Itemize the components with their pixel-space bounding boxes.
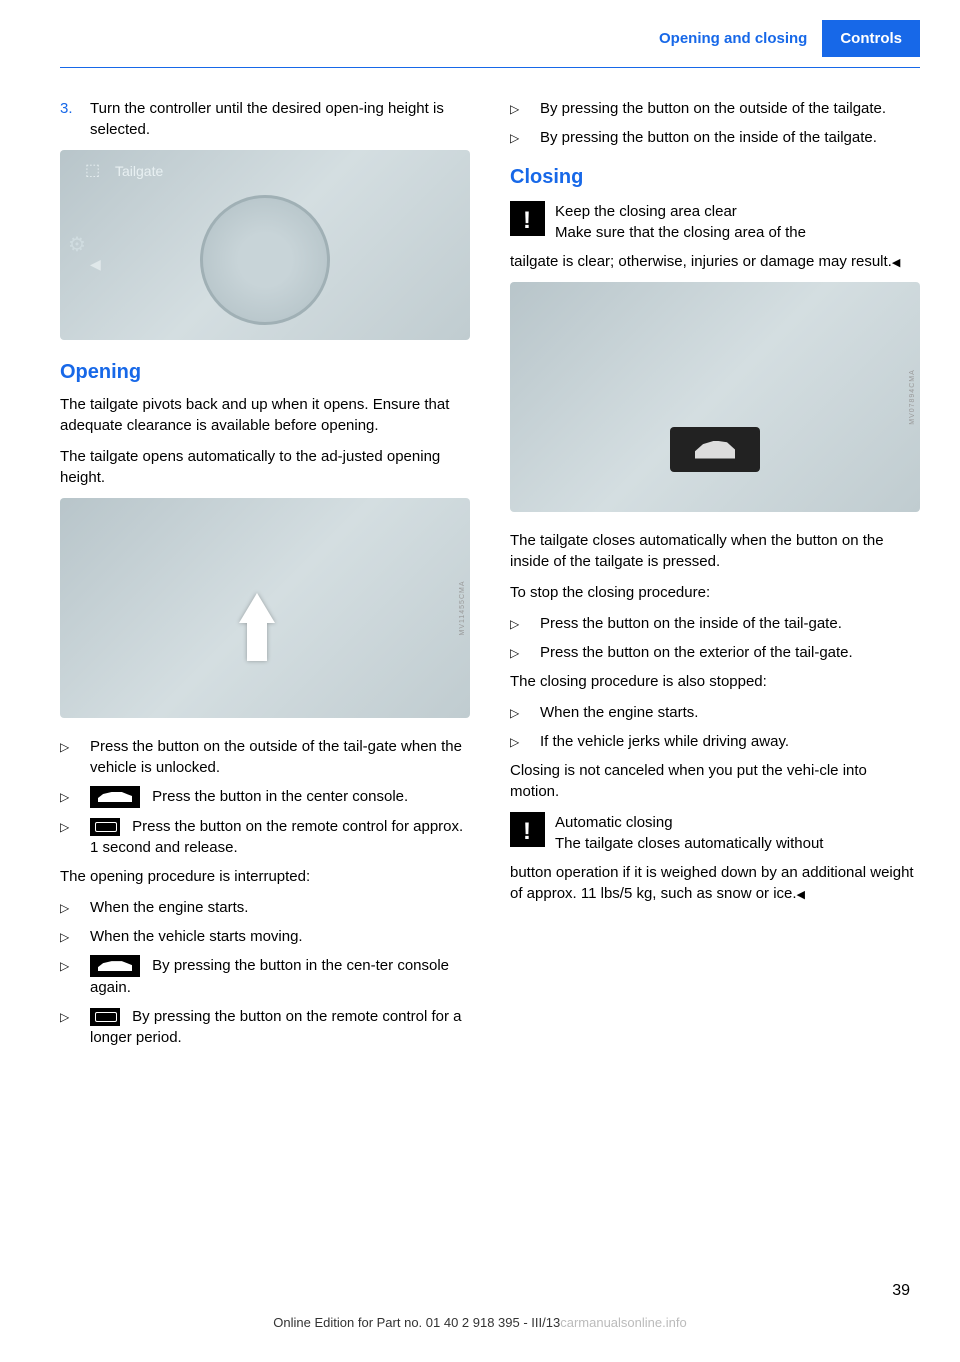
bullet-text: By pressing the button on the outside of…: [540, 98, 920, 119]
bullet-icon: ▷: [60, 736, 90, 778]
warning-line2: Make sure that the closing area of the: [555, 222, 806, 243]
page-number: 39: [892, 1280, 910, 1302]
up-arrow-icon: [239, 593, 275, 623]
bullet-text-inner: By pressing the button on the remote con…: [90, 1008, 462, 1046]
bullet-icon: ▷: [60, 816, 90, 858]
bullet-text: Press the button on the remote control f…: [90, 816, 470, 858]
left-column: 3. Turn the controller until the desired…: [60, 98, 470, 1056]
list-item: ▷ When the vehicle starts moving.: [60, 926, 470, 947]
car-button-icon: [90, 786, 140, 808]
bullet-icon: ▷: [60, 786, 90, 808]
gear-icon: ⚙: [68, 231, 86, 259]
step-3: 3. Turn the controller until the desired…: [60, 98, 470, 140]
closing-paragraph-1: The tailgate closes automatically when t…: [510, 530, 920, 572]
closing-paragraph-4: Closing is not canceled when you put the…: [510, 760, 920, 802]
list-item: ▷ Press the button on the remote control…: [60, 816, 470, 858]
bullet-text-inner: By pressing the button in the cen‐ter co…: [90, 957, 449, 996]
bullet-text: By pressing the button in the cen‐ter co…: [90, 955, 470, 998]
bullet-icon: ▷: [60, 1006, 90, 1048]
end-mark-icon: [797, 885, 805, 902]
bullet-icon: ▷: [510, 127, 540, 148]
bullet-text: Press the button on the exterior of the …: [540, 642, 920, 663]
warning-text: Automatic closing The tailgate closes au…: [555, 812, 823, 854]
tailgate-icon: ⬚: [85, 160, 100, 182]
header-section-label: Opening and closing: [659, 28, 807, 49]
bullet-text-inner: Press the button on the remote control f…: [90, 818, 463, 856]
bullet-text: When the vehicle starts moving.: [90, 926, 470, 947]
list-item: ▷ By pressing the button on the remote c…: [60, 1006, 470, 1048]
remote-icon: [90, 1008, 120, 1026]
list-item: ▷ By pressing the button on the inside o…: [510, 127, 920, 148]
list-item: ▷ Press the button on the exterior of th…: [510, 642, 920, 663]
warning-continuation: button operation if it is weighed down b…: [510, 862, 920, 904]
closing-paragraph-2: To stop the closing procedure:: [510, 582, 920, 603]
warning-cont-text: button operation if it is weighed down b…: [510, 864, 914, 902]
closing-heading: Closing: [510, 163, 920, 191]
end-mark-icon: [892, 253, 900, 270]
main-content: 3. Turn the controller until the desired…: [0, 98, 960, 1056]
tailgate-dial-image: ⚙ ◀ ⬚ Tailgate: [60, 150, 470, 340]
tailgate-rear-image: MV11455CMA: [60, 498, 470, 718]
closing-paragraph-3: The closing procedure is also stopped:: [510, 671, 920, 692]
bullet-text: By pressing the button on the remote con…: [90, 1006, 470, 1048]
page-header: Opening and closing Controls: [0, 0, 960, 67]
bullet-icon: ▷: [510, 613, 540, 634]
bullet-text: When the engine starts.: [90, 897, 470, 918]
list-item: ▷ When the engine starts.: [60, 897, 470, 918]
bullet-icon: ▷: [60, 955, 90, 998]
warning-box-clear: Keep the closing area clear Make sure th…: [510, 201, 920, 243]
warning-line1: Keep the closing area clear: [555, 201, 806, 222]
right-column: ▷ By pressing the button on the outside …: [510, 98, 920, 1056]
footer-text: Online Edition for Part no. 01 40 2 918 …: [273, 1315, 560, 1330]
header-chapter-label: Controls: [822, 20, 920, 57]
footer: Online Edition for Part no. 01 40 2 918 …: [0, 1314, 960, 1332]
warning-line1: Automatic closing: [555, 812, 823, 833]
bullet-icon: ▷: [510, 702, 540, 723]
warning-cont-text: tailgate is clear; otherwise, injuries o…: [510, 253, 892, 270]
bullet-text: Press the button on the outside of the t…: [90, 736, 470, 778]
opening-paragraph-2: The tailgate opens automatically to the …: [60, 446, 470, 488]
list-item: ▷ By pressing the button in the cen‐ter …: [60, 955, 470, 998]
image-code-label: MV07894CMA: [908, 369, 918, 425]
step-text: Turn the controller until the desired op…: [90, 98, 470, 140]
warning-line2: The tailgate closes automatically withou…: [555, 833, 823, 854]
warning-box-auto: Automatic closing The tailgate closes au…: [510, 812, 920, 854]
bullet-icon: ▷: [60, 897, 90, 918]
warning-icon: [510, 812, 545, 847]
bullet-icon: ▷: [510, 731, 540, 752]
list-item: ▷ Press the button in the center console…: [60, 786, 470, 808]
dial-circle: [200, 195, 330, 325]
bullet-text: When the engine starts.: [540, 702, 920, 723]
opening-paragraph-1: The tailgate pivots back and up when it …: [60, 394, 470, 436]
dial-label: Tailgate: [115, 162, 163, 182]
image-code-label: MV11455CMA: [458, 580, 468, 635]
header-divider: [60, 67, 920, 68]
footer-watermark: carmanualsonline.info: [560, 1315, 686, 1330]
warning-text: Keep the closing area clear Make sure th…: [555, 201, 806, 243]
opening-heading: Opening: [60, 358, 470, 386]
step-number: 3.: [60, 98, 90, 140]
bullet-text: Press the button on the inside of the ta…: [540, 613, 920, 634]
bullet-icon: ▷: [510, 98, 540, 119]
list-item: ▷ When the engine starts.: [510, 702, 920, 723]
bullet-text-inner: Press the button in the center console.: [152, 788, 408, 805]
list-item: ▷ By pressing the button on the outside …: [510, 98, 920, 119]
bullet-text: Press the button in the center console.: [90, 786, 470, 808]
bullet-text: By pressing the button on the inside of …: [540, 127, 920, 148]
tailgate-button-overlay: [670, 427, 760, 472]
remote-icon: [90, 818, 120, 836]
interrupt-intro: The opening procedure is interrupted:: [60, 866, 470, 887]
list-item: ▷ Press the button on the outside of the…: [60, 736, 470, 778]
bullet-text: If the vehicle jerks while driving away.: [540, 731, 920, 752]
bullet-icon: ▷: [510, 642, 540, 663]
warning-icon: [510, 201, 545, 236]
warning-continuation: tailgate is clear; otherwise, injuries o…: [510, 251, 920, 272]
tailgate-button-image: MV07894CMA: [510, 282, 920, 512]
list-item: ▷ If the vehicle jerks while driving awa…: [510, 731, 920, 752]
bullet-icon: ▷: [60, 926, 90, 947]
car-button-icon: [90, 955, 140, 977]
arrow-left-icon: ◀: [90, 255, 101, 275]
list-item: ▷ Press the button on the inside of the …: [510, 613, 920, 634]
